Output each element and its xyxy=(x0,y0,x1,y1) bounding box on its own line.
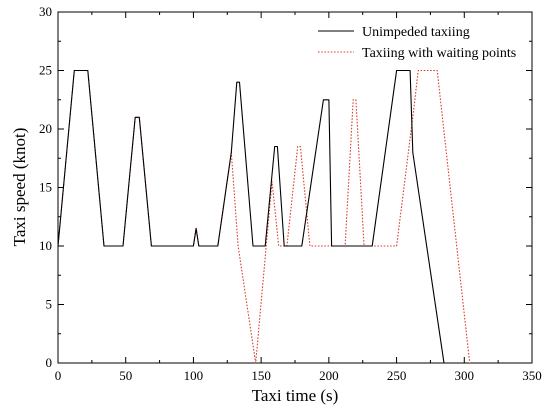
legend-label-1: Taxiing with waiting points xyxy=(362,46,516,61)
x-tick-label: 350 xyxy=(522,368,542,383)
legend-label-0: Unimpeded taxiing xyxy=(362,25,470,40)
y-axis-title: Taxi speed (knot) xyxy=(10,128,29,247)
x-tick-label: 200 xyxy=(319,368,339,383)
series-line-0 xyxy=(57,69,445,364)
x-tick-label: 150 xyxy=(251,368,271,383)
series-layer xyxy=(57,69,471,364)
x-tick-labels: 0 50 100 150 200 250 300 350 xyxy=(55,368,542,383)
y-tick-label: 20 xyxy=(39,121,52,136)
x-tick-label: 100 xyxy=(184,368,204,383)
x-tick-label: 0 xyxy=(55,368,62,383)
y-tick-label: 25 xyxy=(39,63,52,78)
y-tick-label: 10 xyxy=(39,238,52,253)
x-tick-label: 300 xyxy=(455,368,475,383)
axis-ticks xyxy=(57,11,533,364)
x-tick-label: 50 xyxy=(119,368,132,383)
x-tick-label: 250 xyxy=(387,368,407,383)
series-line-1 xyxy=(57,69,471,364)
x-axis-title: Taxi time (s) xyxy=(252,386,339,405)
y-tick-label: 0 xyxy=(46,355,53,370)
legend: Unimpeded taxiing Taxiing with waiting po… xyxy=(318,25,516,61)
y-tick-label: 30 xyxy=(39,4,52,19)
y-tick-label: 5 xyxy=(46,297,53,312)
y-tick-labels: 0 5 10 15 20 25 30 xyxy=(39,4,52,370)
y-tick-label: 15 xyxy=(39,180,52,195)
